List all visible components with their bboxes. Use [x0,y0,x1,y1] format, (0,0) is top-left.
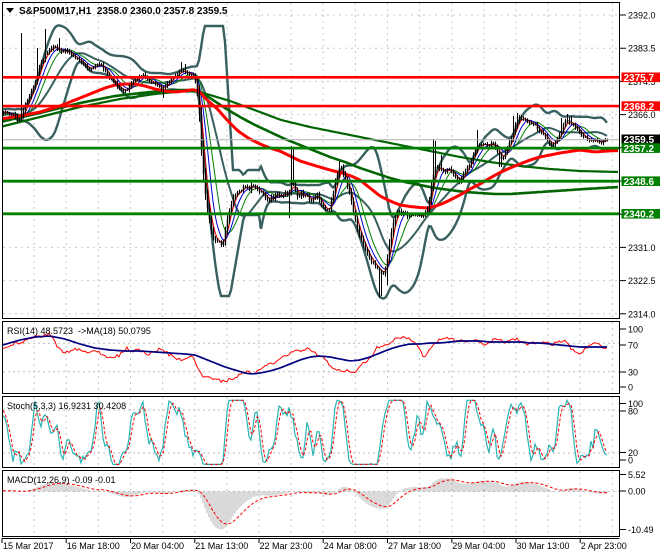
svg-text:29 Mar 04:00: 29 Mar 04:00 [452,541,505,551]
svg-text:2340.2: 2340.2 [624,210,655,221]
svg-text:2368.2: 2368.2 [624,102,655,113]
svg-text:80: 80 [628,407,638,417]
svg-text:30: 30 [628,368,638,378]
svg-text:5.52: 5.52 [628,470,646,480]
svg-text:0.00: 0.00 [628,487,646,497]
svg-text:2392.0: 2392.0 [628,11,656,21]
svg-text:2366.0: 2366.0 [628,110,656,120]
svg-text:2375.7: 2375.7 [624,73,655,84]
svg-text:2348.6: 2348.6 [624,177,655,188]
svg-text:-10.49: -10.49 [628,525,654,535]
svg-text:2322.5: 2322.5 [628,276,656,286]
svg-text:20 Mar 04:00: 20 Mar 04:00 [131,541,184,551]
svg-text:MACD(12,26,9) -0.09 -0.01: MACD(12,26,9) -0.09 -0.01 [7,475,116,485]
svg-text:RSI(14) 48.5723 ->MA(18) 50.0: RSI(14) 48.5723 ->MA(18) 50.0795 [7,326,151,336]
svg-text:2359.5: 2359.5 [624,135,655,146]
svg-text:0: 0 [628,456,633,466]
svg-text:30 Mar 13:00: 30 Mar 13:00 [517,541,570,551]
svg-text:S&P500M17,H1 2358.0 2360.0 23: S&P500M17,H1 2358.0 2360.0 2357.8 2359.5 [19,6,228,17]
svg-text:2383.5: 2383.5 [628,44,656,54]
svg-text:100: 100 [628,325,643,335]
svg-text:2331.0: 2331.0 [628,243,656,253]
svg-text:15 Mar 2017: 15 Mar 2017 [3,541,54,551]
svg-text:16 Mar 18:00: 16 Mar 18:00 [67,541,120,551]
svg-text:24 Mar 08:00: 24 Mar 08:00 [324,541,377,551]
svg-text:70: 70 [628,341,638,351]
svg-text:27 Mar 18:00: 27 Mar 18:00 [388,541,441,551]
svg-text:Stoch(5,3,3) 16.9231 30.4208: Stoch(5,3,3) 16.9231 30.4208 [7,401,126,411]
svg-text:0: 0 [628,383,633,393]
svg-text:100: 100 [628,399,643,409]
svg-text:21 Mar 13:00: 21 Mar 13:00 [195,541,248,551]
svg-text:2357.2: 2357.2 [624,144,655,155]
svg-text:22 Mar 23:00: 22 Mar 23:00 [260,541,313,551]
svg-text:2 Apr 23:00: 2 Apr 23:00 [581,541,627,551]
svg-text:20: 20 [628,448,638,458]
svg-text:2314.0: 2314.0 [628,309,656,319]
